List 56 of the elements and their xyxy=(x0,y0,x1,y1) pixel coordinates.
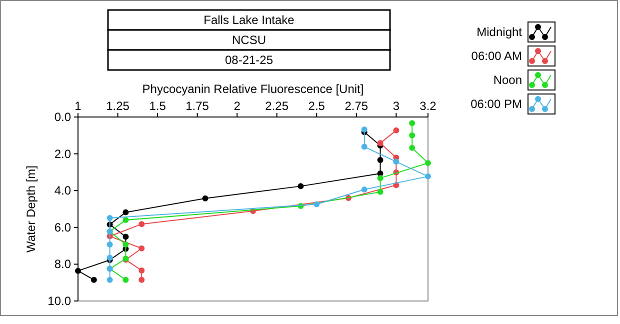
x-tick-label: 2.5 xyxy=(308,99,326,113)
y-tick-label: 10.0 xyxy=(48,294,72,308)
y-tick-label: 6.0 xyxy=(54,220,72,234)
legend-label: Midnight xyxy=(476,25,523,39)
point xyxy=(138,245,145,252)
point xyxy=(314,201,320,208)
x-tick-label: 2.75 xyxy=(344,99,368,113)
point xyxy=(106,215,113,222)
point xyxy=(409,144,416,151)
x-tick-label: 3.2 xyxy=(420,99,437,113)
y-tick-label: 4.0 xyxy=(54,184,72,198)
point xyxy=(377,140,384,146)
point xyxy=(393,127,400,134)
x-tick-label: 1 xyxy=(74,99,82,113)
legend-label: Noon xyxy=(493,73,522,87)
x-tick-label: 1.5 xyxy=(149,99,166,113)
point xyxy=(75,268,81,274)
x-tick-label: 3 xyxy=(392,99,400,113)
point xyxy=(138,221,145,228)
x-tick-label: 1.25 xyxy=(106,99,130,113)
point xyxy=(393,158,400,165)
y-tick-label: 0.0 xyxy=(54,110,72,124)
point xyxy=(138,267,145,274)
point xyxy=(122,242,129,248)
point xyxy=(138,276,145,283)
legend-label: 06:00 AM xyxy=(471,49,522,63)
point xyxy=(425,173,431,180)
x-axis-title: Phycocyanin Relative Fluorescence [Unit] xyxy=(142,82,364,96)
point xyxy=(425,160,431,166)
y-axis-title: Water Depth [m] xyxy=(24,166,38,252)
point xyxy=(122,234,129,240)
point xyxy=(122,217,129,224)
point xyxy=(377,175,384,182)
point xyxy=(202,195,208,202)
point xyxy=(377,157,384,164)
point xyxy=(106,242,113,248)
point xyxy=(90,276,97,283)
y-tick-label: 2.0 xyxy=(54,146,72,161)
point xyxy=(298,183,304,190)
x-tick-label: 2.25 xyxy=(265,99,289,113)
point xyxy=(377,188,384,195)
point xyxy=(409,132,416,138)
point xyxy=(106,276,113,283)
point xyxy=(122,209,129,216)
point xyxy=(361,126,368,133)
x-tick-label: 1.75 xyxy=(186,99,210,113)
x-tick-label: 2 xyxy=(234,99,241,113)
point xyxy=(409,120,416,126)
text: 08-21-25 xyxy=(224,53,274,67)
point xyxy=(122,276,129,283)
y-tick-label: 8.0 xyxy=(54,257,72,272)
legend-label: 06:00 PM xyxy=(470,97,522,111)
point xyxy=(361,186,368,192)
chart-subtitle: NCSU xyxy=(232,33,266,47)
chart-title: Falls Lake Intake xyxy=(204,13,295,27)
point xyxy=(361,144,368,150)
